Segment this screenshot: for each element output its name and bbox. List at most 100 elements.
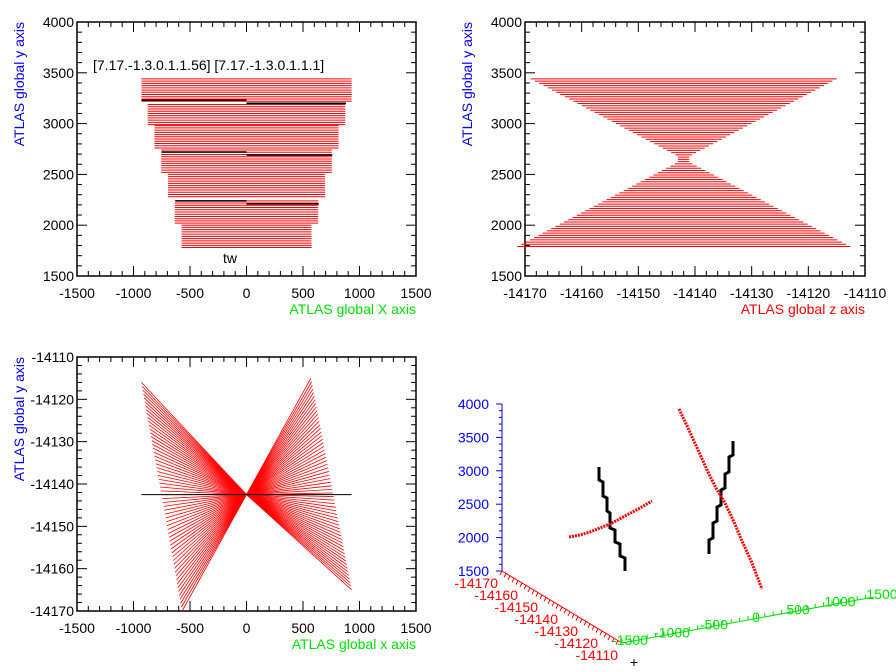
z-tick [523,585,527,590]
x-tick-label: -1000 [116,285,152,301]
x-tick-label: -14170 [503,285,547,301]
hit-line [150,432,247,495]
y-tick-label: 1500 [491,268,522,284]
z-tick-label: -14110 [575,647,618,663]
x-axis-title: ATLAS global X axis [289,301,416,317]
x-tick-label: 0 [243,620,251,636]
z-tick [567,611,571,617]
hit-line [169,494,247,542]
hit-line [158,478,247,495]
hit-line [246,494,340,526]
hit-line [246,494,352,591]
y-tick-label: 2000 [458,530,489,546]
hit-line [246,494,342,537]
hit-line [163,494,247,507]
hit-line [246,449,325,495]
hit-line [168,494,247,534]
hit-line [246,494,345,551]
hit-line [147,416,247,495]
y-axis-title: ATLAS global y axis [11,22,27,146]
hit-line [246,494,338,519]
hit-line [179,494,247,600]
hit-line [246,395,315,495]
hit-line [246,428,321,495]
hit-line [246,494,348,569]
hit-line [148,424,247,495]
hit-line [246,438,323,495]
y-tick-label: 3000 [43,116,74,132]
hit-line [165,494,247,519]
hit-line [246,494,335,501]
x-tick-label: -1500 [612,632,648,648]
z-tick [603,633,607,638]
hit-line [144,401,247,495]
z-tick [559,606,563,612]
x-tick-label: 500 [786,601,810,617]
y-tick-label: 4000 [43,14,74,30]
xy2-panel: -1500 -1000 -500 0 500 1000 1500 -14170 -14160 -1… [11,349,432,652]
y-tick-label: 3500 [43,65,74,81]
hit-line [172,494,247,561]
hit-line [146,413,247,495]
hit-line [167,494,247,530]
hit-line [148,420,247,495]
y-tick-label: -14110 [31,349,74,365]
hit-line [246,420,320,495]
hit-line [171,494,247,554]
hit-line [145,409,247,495]
hit-line [246,467,329,495]
hit-line [246,485,332,495]
hit-line [246,494,337,512]
y-tick-label: 2500 [491,166,522,182]
hit-line [246,460,327,495]
z-tick-label: -14150 [494,599,538,615]
hit-line [246,410,318,495]
hit-line [246,494,339,523]
hit-line [246,453,326,495]
hit-line [246,392,315,495]
3d-panel: 150020002500300035004000-14170-14160-141… [454,396,896,670]
x-tick-label: 0 [752,609,760,625]
hit-line [246,494,341,533]
hit-track-right [677,408,764,590]
hit-line [173,494,247,565]
hit-line [159,486,247,495]
z-tick [511,577,515,583]
hit-line [159,482,247,495]
z-tick [499,570,503,576]
z-tick [547,599,551,605]
hit-line [246,494,343,544]
y-tick-label: 3000 [458,463,489,479]
hit-line [172,494,247,558]
hit-line [149,428,247,495]
y-tick-label: 2000 [43,217,74,233]
x-tick-label: 1000 [344,285,375,301]
y-tick-label: -14160 [30,561,74,577]
z-tick [563,609,567,614]
z-tick [575,616,579,621]
z-tick-label: -14130 [534,623,578,639]
hit-line [246,381,312,495]
z-tick [531,589,535,595]
hit-line [168,494,247,538]
hit-track-left [568,499,653,539]
hit-line [246,385,313,495]
hit-line [246,406,317,495]
y-tick-label: 2000 [491,217,522,233]
y-tick-label: -14130 [30,434,74,450]
hit-line [177,494,247,588]
y-tick-label: 3500 [458,429,489,445]
hit-line [154,455,247,495]
z-tick [503,573,507,578]
z-tick [527,587,531,593]
hit-line [246,478,331,495]
z-tick [583,621,587,626]
x-tick-label: 500 [291,620,315,636]
hit-line [246,481,331,495]
x-tick-label: -14130 [730,285,774,301]
x-tick-label: 1000 [344,620,375,636]
x-tick-label: 1000 [824,594,855,610]
hit-line [246,494,344,548]
z-tick [595,628,599,633]
hit-line [175,494,247,577]
